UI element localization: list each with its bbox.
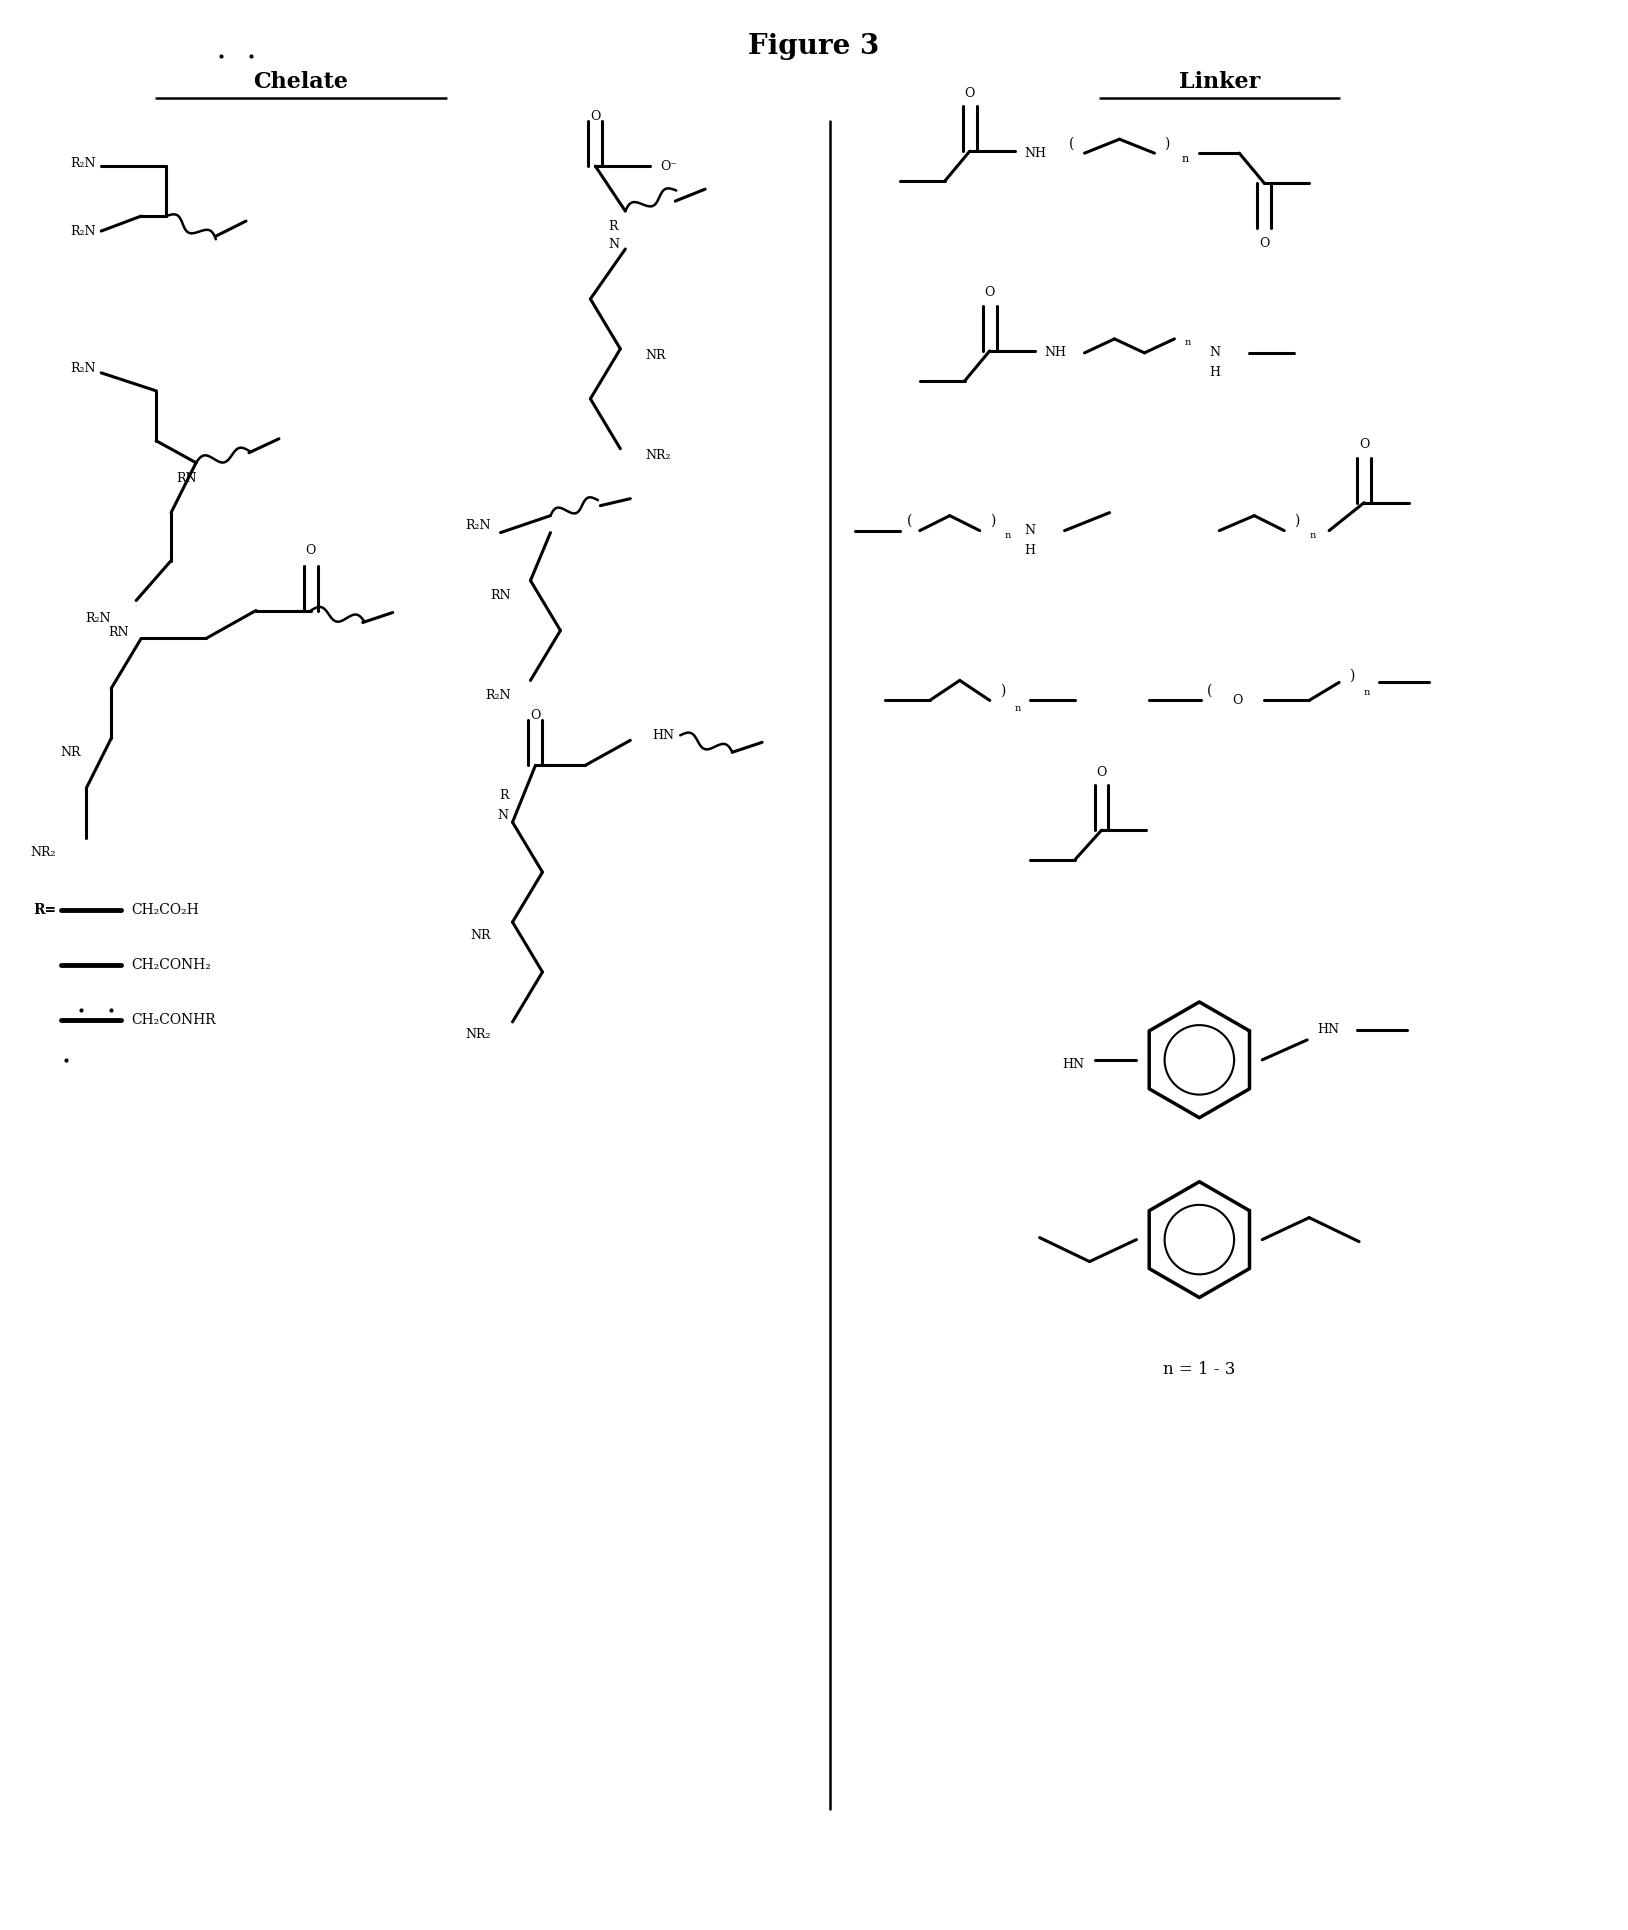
Text: Figure 3: Figure 3 [749,33,879,60]
Text: O: O [1258,237,1270,249]
Text: HN: HN [653,730,674,741]
Text: R₂N: R₂N [485,689,511,703]
Text: ): ) [990,513,995,527]
Text: CH₂CONHR: CH₂CONHR [132,1013,217,1027]
Text: R₂N: R₂N [70,156,96,170]
Text: NR: NR [60,745,81,758]
Text: R=: R= [33,903,57,917]
Text: ): ) [1000,683,1004,697]
Text: n: n [1309,531,1315,540]
Text: NR₂: NR₂ [645,450,671,461]
Text: n: n [1182,154,1188,164]
Text: NR: NR [470,928,490,942]
Text: ): ) [1164,137,1171,151]
Text: O: O [1359,438,1369,452]
Text: RN: RN [176,473,197,484]
Text: n: n [1014,704,1021,712]
Text: HN: HN [1317,1023,1340,1036]
Text: R₂N: R₂N [70,224,96,237]
Text: n: n [1004,531,1011,540]
Text: HN: HN [1063,1058,1084,1071]
Text: O: O [531,708,540,722]
Text: (: ( [1208,683,1213,697]
Text: O: O [985,286,995,299]
Text: R: R [609,220,619,234]
Text: CH₂CONH₂: CH₂CONH₂ [132,957,212,973]
Text: O: O [964,87,975,100]
Text: Linker: Linker [1179,71,1260,93]
Text: O⁻: O⁻ [661,160,677,172]
Text: n: n [1364,687,1371,697]
Text: O: O [1096,766,1107,780]
Text: R₂N: R₂N [70,363,96,374]
Text: H: H [1024,544,1035,558]
Text: RN: RN [109,625,129,639]
Text: NR₂: NR₂ [31,845,57,859]
Text: O: O [306,544,316,558]
Text: NR: NR [645,349,666,363]
Text: N: N [609,237,619,251]
Text: n = 1 - 3: n = 1 - 3 [1162,1361,1236,1378]
Text: NR₂: NR₂ [466,1029,490,1042]
Text: O: O [591,110,601,124]
Text: Chelate: Chelate [254,71,348,93]
Text: ): ) [1350,668,1354,683]
Text: O: O [1232,695,1242,706]
Text: (: ( [907,513,913,527]
Text: ): ) [1294,513,1299,527]
Text: N: N [1024,525,1035,537]
Text: N: N [1210,345,1221,359]
Text: R: R [500,789,508,801]
Text: R₂N: R₂N [86,612,111,625]
Text: H: H [1210,367,1221,380]
Text: R₂N: R₂N [466,519,490,533]
Text: CH₂CO₂H: CH₂CO₂H [132,903,199,917]
Text: NH: NH [1024,147,1047,160]
Text: N: N [498,809,508,822]
Text: NH: NH [1045,345,1066,359]
Text: n: n [1184,338,1190,347]
Text: (: ( [1070,137,1074,151]
Text: RN: RN [490,589,511,602]
